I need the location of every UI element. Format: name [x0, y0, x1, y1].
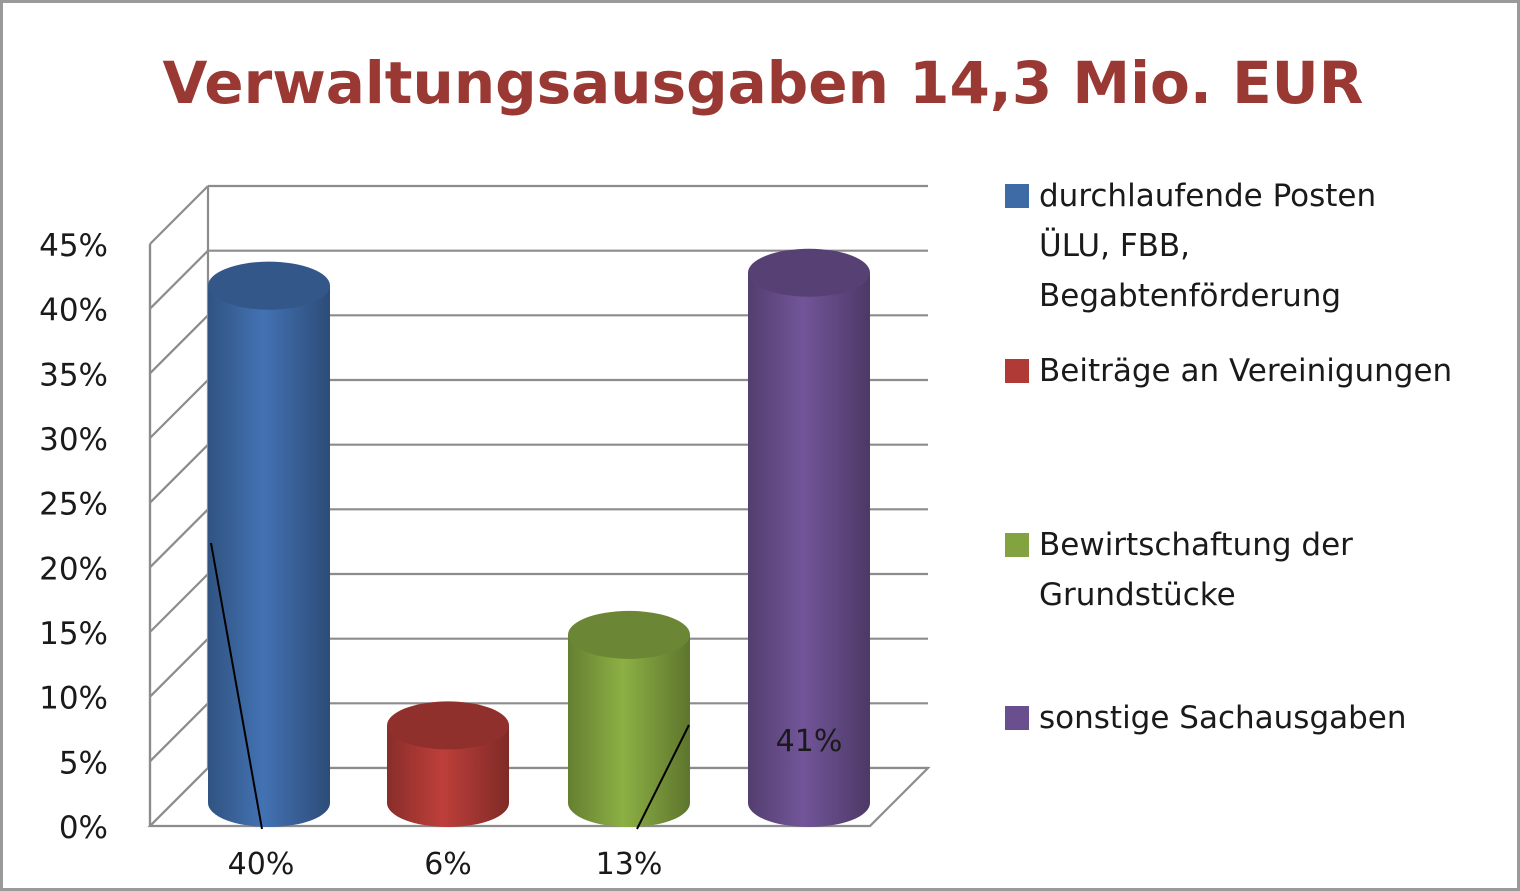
side-gridline — [149, 637, 209, 698]
side-gridline — [149, 249, 209, 310]
bar-body — [208, 285, 330, 827]
legend-label: ÜLU, FBB, — [1039, 227, 1190, 264]
legend-item: durchlaufende Posten ÜLU, FBB, Begabtenför… — [1005, 178, 1376, 314]
bar-top — [748, 248, 870, 297]
side-gridline — [149, 443, 209, 504]
bar-2 — [387, 701, 509, 827]
legend-label: Grundstücke — [1039, 577, 1236, 613]
bar-top — [387, 701, 509, 750]
legend-item: Bewirtschaftung der Grundstücke — [1005, 527, 1353, 613]
legend-swatch — [1005, 359, 1029, 383]
legend-item: Beiträge an Vereinigungen — [1005, 353, 1452, 389]
bar-1 — [208, 261, 330, 827]
y-tick-label: 0% — [59, 810, 108, 846]
bar-4 — [748, 248, 870, 827]
side-gridline — [149, 702, 209, 763]
legend-swatch — [1005, 706, 1029, 730]
bar-3 — [568, 610, 690, 827]
data-label: 40% — [228, 847, 295, 882]
bar-body — [568, 634, 690, 827]
y-tick-label: 25% — [39, 487, 108, 523]
side-gridline — [149, 185, 209, 245]
side-gridline — [149, 314, 209, 375]
legend-label: durchlaufende Posten — [1039, 178, 1376, 214]
chart-title: Verwaltungsausgaben 14,3 Mio. EUR — [163, 49, 1364, 117]
y-tick-label: 35% — [39, 357, 108, 393]
legend-label: Beiträge an Vereinigungen — [1039, 353, 1452, 389]
data-label: 13% — [596, 847, 663, 882]
chart-canvas: Verwaltungsausgaben 14,3 Mio. EUR 0% 5% 10… — [39, 49, 1452, 882]
legend-label: sonstige Sachausgaben — [1039, 700, 1407, 736]
bar-top — [568, 610, 690, 659]
data-labels-layer: 40% 6% 13% 41% — [210, 542, 843, 882]
y-tick-label: 15% — [39, 616, 108, 652]
y-tick-label: 10% — [39, 681, 108, 717]
legend: durchlaufende Posten ÜLU, FBB, Begabtenför… — [1005, 178, 1452, 736]
data-label: 41% — [776, 724, 843, 759]
leader-line — [210, 542, 263, 830]
y-axis-ticks: 0% 5% 10% 15% 20% 25% 30% 35% 40% 45% — [39, 228, 108, 846]
legend-swatch — [1005, 184, 1029, 208]
bar-body — [387, 725, 509, 827]
y-tick-label: 5% — [59, 745, 108, 781]
side-gridline — [149, 379, 209, 439]
y-tick-label: 40% — [39, 293, 108, 329]
y-tick-label: 30% — [39, 422, 108, 458]
data-label: 6% — [424, 847, 472, 882]
y-tick-label: 45% — [39, 228, 108, 264]
leader-line — [636, 724, 690, 830]
legend-label: Begabtenförderung — [1039, 278, 1341, 314]
bar-top — [208, 261, 330, 310]
bar-body — [748, 272, 870, 827]
legend-label: Bewirtschaftung der — [1039, 527, 1353, 563]
side-gridline — [149, 573, 209, 633]
title-layer: Verwaltungsausgaben 14,3 Mio. EUR — [163, 49, 1364, 117]
legend-item: sonstige Sachausgaben — [1005, 700, 1407, 736]
bars-layer — [208, 248, 870, 827]
side-gridline — [149, 508, 209, 569]
legend-swatch — [1005, 533, 1029, 557]
y-tick-label: 20% — [39, 551, 108, 587]
